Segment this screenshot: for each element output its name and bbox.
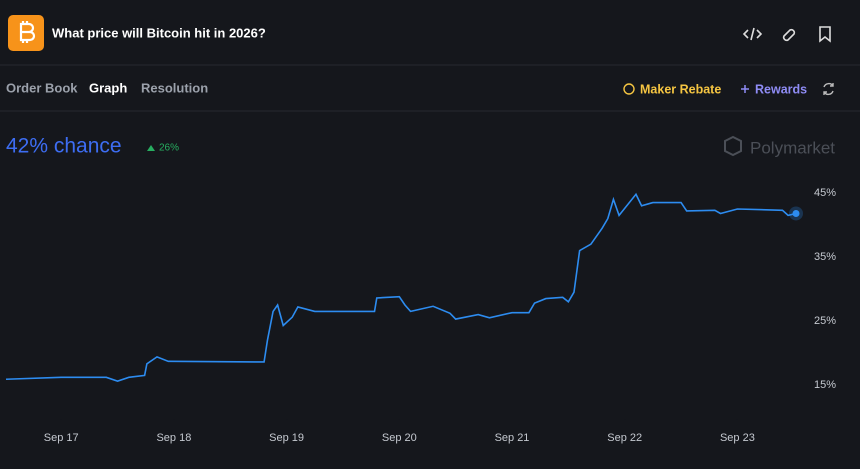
tab[interactable]: Order Book: [6, 80, 78, 95]
x-tick-label: Sep 23: [720, 432, 755, 444]
x-tick-label: Sep 17: [44, 432, 79, 444]
coin-icon: [623, 83, 635, 95]
current-point: [792, 209, 800, 217]
x-tick-label: Sep 18: [156, 432, 191, 444]
price-line: [5, 192, 797, 383]
chart: 15% 25% 35% 45% Sep 17 Sep 18 Sep 19 Sep 20 Sep …: [5, 187, 836, 444]
tab[interactable]: Resolution: [141, 80, 208, 95]
y-tick-label: 25%: [814, 315, 836, 327]
logo: [724, 135, 742, 157]
maker-rebate[interactable]: Maker Rebate: [640, 82, 721, 96]
chance: 42% chance: [6, 135, 122, 158]
x-tick-label: Sep 20: [382, 432, 417, 444]
embed-icon[interactable]: [742, 27, 763, 41]
rewards[interactable]: Rewards: [755, 82, 807, 96]
market-title: What price will Bitcoin hit in 2026?: [52, 25, 266, 40]
refresh-icon[interactable]: [823, 82, 834, 96]
change: 26%: [159, 143, 179, 154]
link-icon[interactable]: [782, 28, 796, 42]
plus-icon: [741, 85, 749, 93]
bitcoin-glyph: [19, 21, 36, 43]
y-tick-label: 35%: [814, 251, 836, 263]
y-tick-label: 15%: [814, 379, 836, 391]
bookmark-icon[interactable]: [819, 26, 831, 43]
watermark: Polymarket: [750, 138, 835, 157]
x-tick-label: Sep 22: [607, 432, 642, 444]
y-tick-label: 45%: [814, 187, 836, 199]
x-tick-label: Sep 21: [495, 432, 530, 444]
tab-active[interactable]: Graph: [89, 80, 127, 95]
x-tick-label: Sep 19: [269, 432, 304, 444]
up-arrow: [147, 145, 155, 151]
